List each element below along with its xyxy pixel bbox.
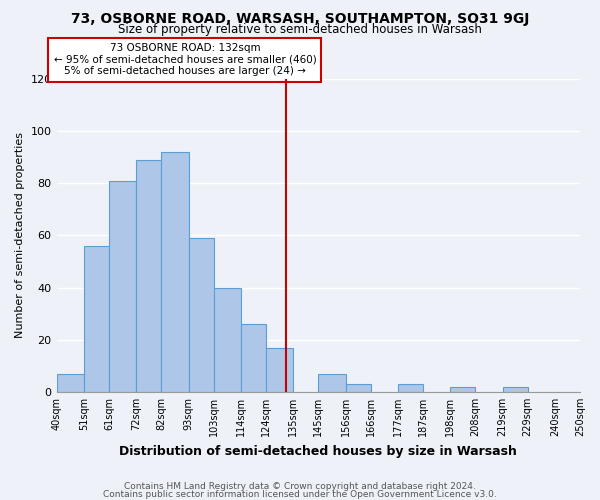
Bar [84, 246, 109, 392]
Bar [241, 324, 266, 392]
Text: Size of property relative to semi-detached houses in Warsash: Size of property relative to semi-detach… [118, 22, 482, 36]
Text: Contains HM Land Registry data © Crown copyright and database right 2024.: Contains HM Land Registry data © Crown c… [124, 482, 476, 491]
Y-axis label: Number of semi-detached properties: Number of semi-detached properties [15, 132, 25, 338]
Bar [161, 152, 188, 392]
Bar [346, 384, 371, 392]
Bar [266, 348, 293, 392]
Bar [318, 374, 346, 392]
Bar [451, 386, 475, 392]
Bar [56, 374, 84, 392]
Text: 73 OSBORNE ROAD: 132sqm
← 95% of semi-detached houses are smaller (460)
5% of se: 73 OSBORNE ROAD: 132sqm ← 95% of semi-de… [53, 43, 316, 76]
Bar [136, 160, 161, 392]
Bar [503, 386, 527, 392]
Text: 73, OSBORNE ROAD, WARSASH, SOUTHAMPTON, SO31 9GJ: 73, OSBORNE ROAD, WARSASH, SOUTHAMPTON, … [71, 12, 529, 26]
Bar [109, 180, 136, 392]
Text: Contains public sector information licensed under the Open Government Licence v3: Contains public sector information licen… [103, 490, 497, 499]
Bar [398, 384, 423, 392]
X-axis label: Distribution of semi-detached houses by size in Warsash: Distribution of semi-detached houses by … [119, 444, 517, 458]
Bar [214, 288, 241, 392]
Bar [188, 238, 214, 392]
